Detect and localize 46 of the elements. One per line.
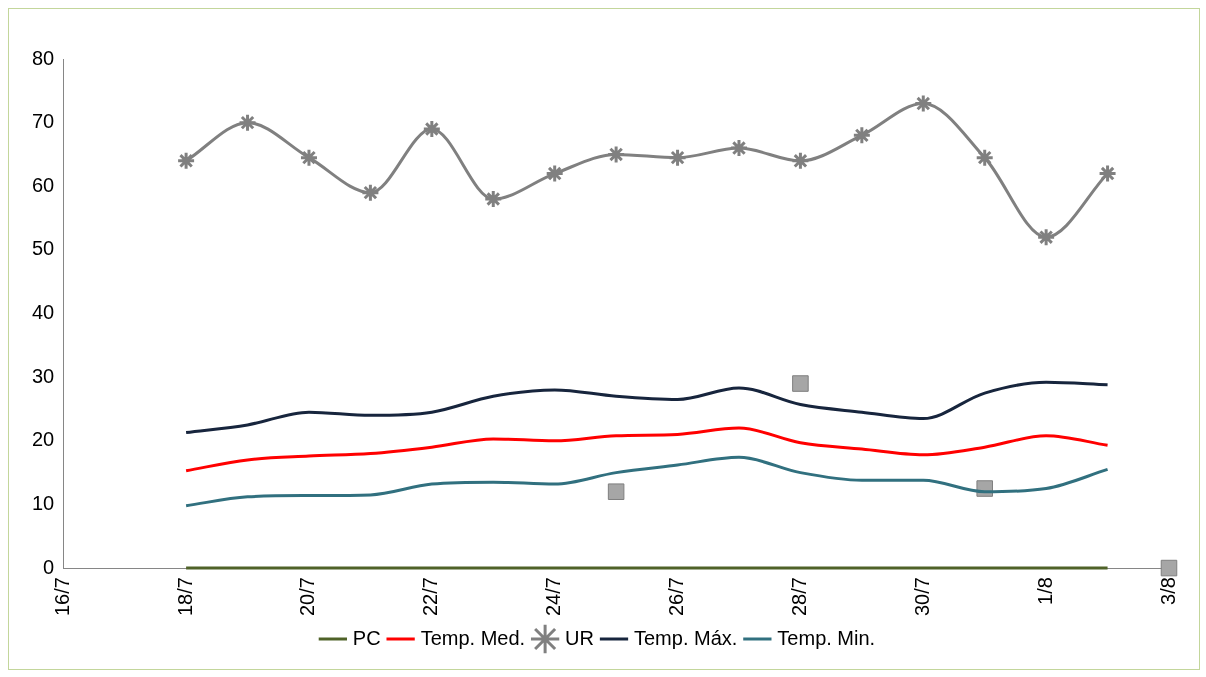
point — [1098, 164, 1118, 184]
line-series — [184, 380, 1110, 435]
legend-label: UR — [565, 626, 594, 649]
point — [238, 113, 258, 133]
legend-label: PC — [352, 626, 381, 649]
point — [790, 151, 810, 171]
x-tick-label: 28/7 — [787, 577, 810, 617]
x-tick-label: 26/7 — [665, 577, 688, 617]
point — [607, 483, 625, 500]
x-tick-label: 3/8 — [1156, 577, 1179, 605]
point — [913, 94, 933, 114]
x-tick-label: 1/8 — [1033, 577, 1056, 605]
y-tick-label: 50 — [32, 237, 55, 260]
line-series — [184, 426, 1110, 473]
y-tick-label: 70 — [32, 110, 55, 133]
y-tick-label: 20 — [32, 428, 55, 451]
point — [668, 148, 688, 168]
point — [422, 119, 442, 139]
y-tick-label: 60 — [32, 173, 55, 196]
point — [606, 144, 626, 164]
point — [1160, 559, 1178, 577]
point — [1036, 227, 1056, 247]
point — [545, 164, 565, 184]
point — [792, 375, 809, 392]
point — [852, 125, 872, 145]
point — [176, 151, 196, 171]
point — [729, 138, 749, 158]
x-tick-label: 30/7 — [910, 577, 933, 617]
y-tick-label: 40 — [32, 301, 55, 324]
legend-label: Temp. Min. — [777, 626, 876, 649]
x-tick-label: 16/7 — [50, 577, 73, 617]
point — [299, 148, 319, 168]
x-tick-label: 22/7 — [419, 577, 442, 617]
y-tick-label: 30 — [32, 364, 55, 387]
legend-label: Temp. Med. — [420, 626, 526, 649]
x-tick-label: 18/7 — [173, 577, 196, 617]
line-series — [184, 455, 1110, 508]
x-tick-label: 24/7 — [542, 577, 565, 617]
legend-label: Temp. Máx. — [634, 626, 738, 649]
y-tick-label: 80 — [32, 46, 55, 69]
y-tick-label: 0 — [43, 555, 55, 578]
y-tick-label: 10 — [32, 491, 55, 514]
point — [975, 148, 995, 168]
point — [483, 189, 503, 209]
point — [360, 183, 380, 203]
x-tick-label: 20/7 — [296, 577, 319, 617]
